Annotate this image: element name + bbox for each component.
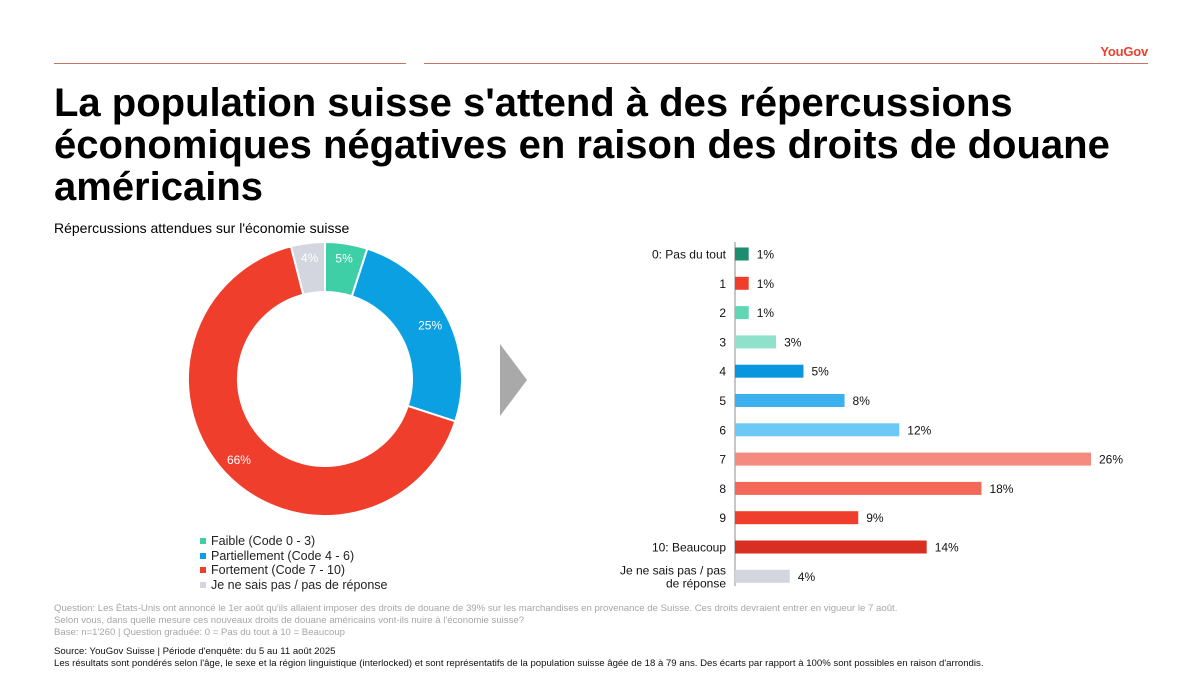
question-notes: Question: Les États-Unis ont annoncé le … bbox=[54, 603, 897, 639]
donut-slice-label: 5% bbox=[335, 252, 353, 266]
bar bbox=[735, 423, 900, 437]
brand-logo: YouGov bbox=[1100, 44, 1148, 59]
donut-slice-label: 66% bbox=[227, 453, 251, 467]
legend-label: Fortement (Code 7 - 10) bbox=[211, 563, 346, 578]
bar-category-label: 3 bbox=[719, 335, 726, 349]
page-title: La population suisse s'attend à des répe… bbox=[54, 81, 1110, 209]
donut-legend: Faible (Code 0 - 3) Partiellement (Code 4… bbox=[200, 534, 388, 592]
bar-value-label: 26% bbox=[1099, 453, 1123, 467]
bar-value-label: 3% bbox=[784, 335, 802, 349]
bar-category-label: 0: Pas du tout bbox=[652, 248, 727, 262]
bar-category-label: 8 bbox=[719, 482, 726, 496]
bar-category-label: 9 bbox=[719, 511, 726, 525]
bar-value-label: 1% bbox=[757, 248, 775, 262]
bar-value-label: 18% bbox=[989, 482, 1013, 496]
legend-swatch bbox=[200, 552, 206, 559]
bar bbox=[735, 364, 804, 378]
bar-value-label: 9% bbox=[866, 511, 884, 525]
legend-item: Fortement (Code 7 - 10) bbox=[200, 563, 388, 578]
header-rule-right bbox=[424, 63, 1148, 64]
arrow-icon bbox=[500, 344, 527, 416]
bar-category-label: 5 bbox=[719, 394, 726, 408]
donut-slice bbox=[187, 245, 457, 517]
legend-swatch bbox=[200, 538, 206, 545]
source-notes: Source: YouGov Suisse | Période d'enquêt… bbox=[54, 646, 983, 670]
legend-swatch bbox=[200, 567, 206, 574]
bar-value-label: 5% bbox=[811, 365, 829, 379]
legend-item: Je ne sais pas / pas de réponse bbox=[200, 578, 388, 593]
chart-subtitle: Répercussions attendues sur l'économie s… bbox=[54, 220, 350, 236]
bar-category-label: 10: Beaucoup bbox=[652, 541, 726, 555]
source-line: Source: YouGov Suisse | Période d'enquêt… bbox=[54, 646, 336, 657]
bar-category-label: 1 bbox=[719, 277, 726, 291]
donut-chart: 5% 25% 66% 4% bbox=[187, 240, 463, 517]
bar bbox=[735, 481, 982, 495]
donut-slice bbox=[289, 240, 326, 296]
bar bbox=[735, 306, 749, 320]
donut-slice bbox=[350, 247, 463, 423]
bar-value-label: 8% bbox=[853, 394, 871, 408]
bar-chart: 1% 0: Pas du tout 1% 1 1% 2 3% 3 5% 4 8% 5 12% 6 26% 7 1… bbox=[620, 242, 1123, 590]
legend-label: Partiellement (Code 4 - 6) bbox=[211, 548, 355, 563]
bar bbox=[735, 335, 777, 349]
bar bbox=[735, 569, 790, 583]
note-line: Base: n=1'260 | Question graduée: 0 = Pa… bbox=[54, 627, 346, 638]
bar bbox=[735, 452, 1091, 466]
legend-label: Je ne sais pas / pas de réponse bbox=[211, 577, 388, 592]
note-line: Question: Les États-Unis ont annoncé le … bbox=[54, 603, 898, 614]
bar bbox=[735, 540, 927, 554]
bar-category-label: 2 bbox=[719, 306, 726, 320]
bar-category-label: 4 bbox=[719, 365, 726, 379]
bar bbox=[735, 511, 859, 525]
bar-value-label: 4% bbox=[798, 570, 816, 584]
bar-category-label: 6 bbox=[719, 423, 726, 437]
legend-swatch bbox=[200, 581, 206, 588]
bar-category-label: Je ne sais pas / pas bbox=[620, 563, 726, 577]
legend-item: Faible (Code 0 - 3) bbox=[200, 534, 388, 549]
legend-item: Partiellement (Code 4 - 6) bbox=[200, 549, 388, 564]
source-line: Les résultats sont pondérés selon l'âge,… bbox=[54, 658, 984, 669]
legend-label: Faible (Code 0 - 3) bbox=[211, 534, 316, 549]
bar-category-label: 7 bbox=[719, 453, 726, 467]
note-line: Selon vous, dans quelle mesure ces nouve… bbox=[54, 615, 525, 626]
donut-slice-label: 25% bbox=[418, 318, 442, 332]
bar-value-label: 14% bbox=[935, 541, 959, 555]
header-rule-left bbox=[54, 63, 406, 64]
bar-value-label: 12% bbox=[907, 423, 931, 437]
donut-slice-label: 4% bbox=[301, 251, 319, 265]
bar-value-label: 1% bbox=[757, 277, 775, 291]
bar-value-label: 1% bbox=[757, 306, 775, 320]
bar bbox=[735, 247, 749, 261]
bar-category-label: de réponse bbox=[666, 576, 726, 590]
bar bbox=[735, 276, 749, 290]
bar bbox=[735, 394, 845, 407]
